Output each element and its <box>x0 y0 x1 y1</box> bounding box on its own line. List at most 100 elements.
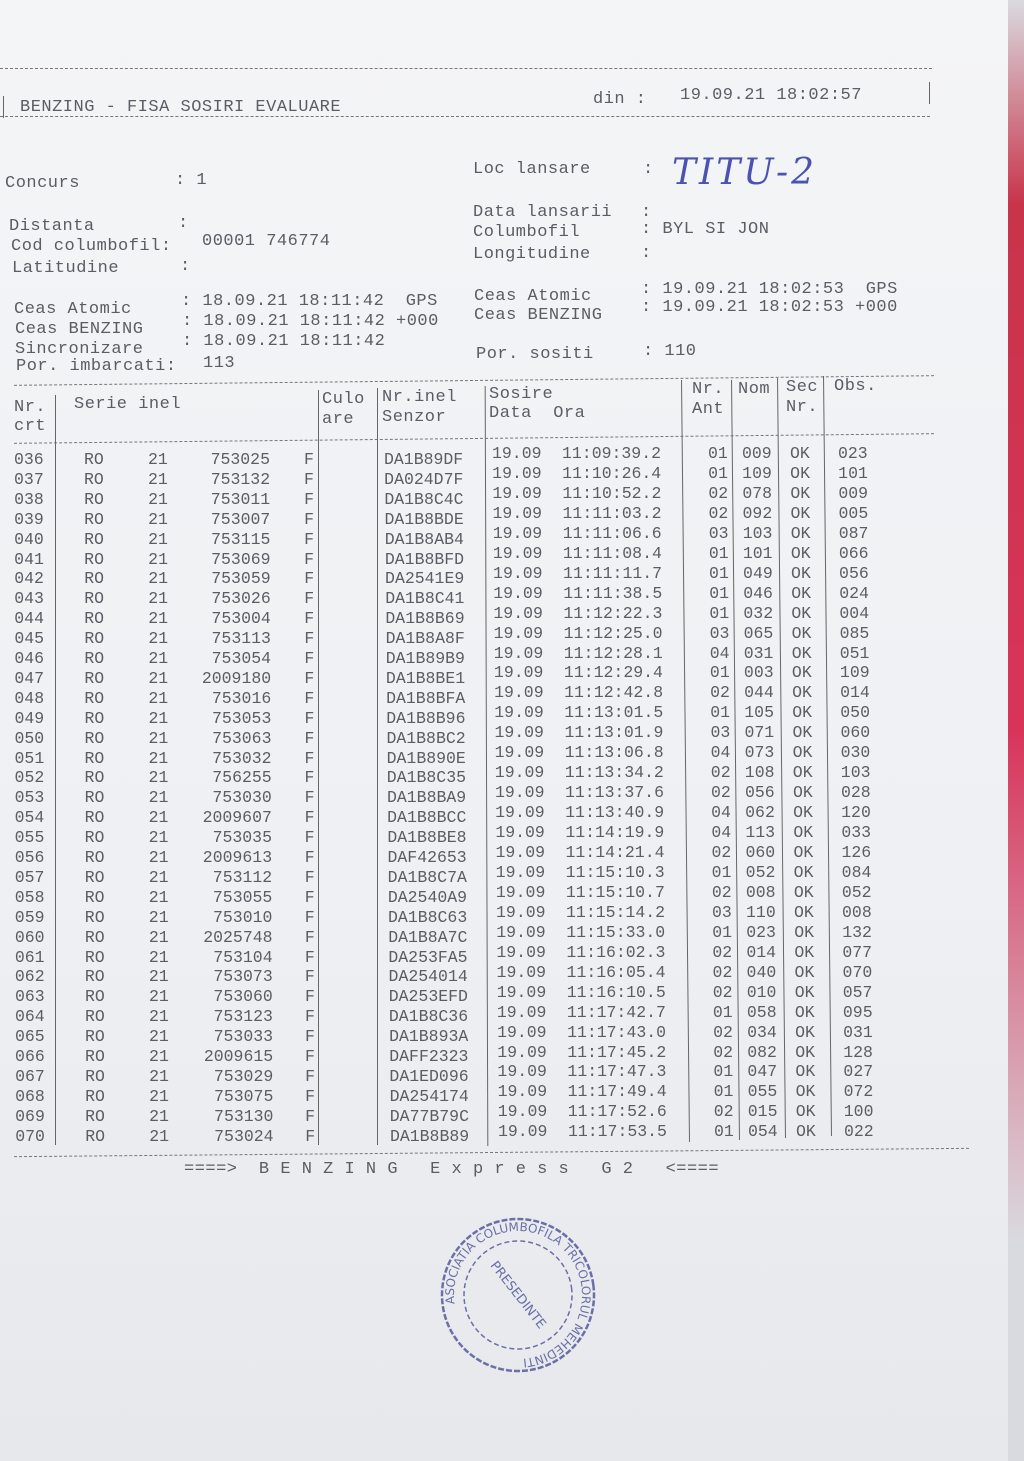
arrival-time: 11:11:08.4 <box>562 543 662 563</box>
sex: F <box>305 1126 316 1146</box>
nom: 071 <box>744 723 775 743</box>
row-number: 036 <box>14 450 44 469</box>
year: 21 <box>148 867 169 887</box>
row-number: 040 <box>14 529 44 549</box>
year: 21 <box>148 509 168 529</box>
table-row: 051 RO 21 753032 F DA1B890E 19.09 11:13:06.8 04 0… <box>0 743 1000 769</box>
country: RO <box>84 469 104 489</box>
column-divider <box>55 395 56 1145</box>
year: 21 <box>148 728 169 748</box>
year: 21 <box>148 788 169 808</box>
arrival-time: 11:15:33.0 <box>566 922 666 942</box>
country: RO <box>84 609 105 629</box>
arrival-time: 11:16:02.3 <box>566 942 666 962</box>
arrival-time: 11:11:06.6 <box>562 523 662 543</box>
sensor-id: DA1B8BE1 <box>385 668 466 688</box>
row-number: 068 <box>15 1086 45 1106</box>
country: RO <box>84 768 105 788</box>
row-number: 069 <box>15 1106 45 1126</box>
sec-status: OK <box>791 623 812 643</box>
sex: F <box>304 808 315 828</box>
loc-lansare-handwritten: TITU-2 <box>672 152 818 193</box>
year: 21 <box>148 688 169 708</box>
ring-number: 753123 <box>213 1007 273 1027</box>
table-row: 067 RO 21 753029 F DA1ED096 19.09 11:17:47.3 01 0… <box>0 1062 1000 1087</box>
obs: 126 <box>841 843 872 862</box>
table-row: 059 RO 21 753010 F DA1B8C63 19.09 11:15:14.2 03 1… <box>0 903 1000 928</box>
table-row: 069 RO 21 753130 F DA77B79C 19.09 11:17:52.6 02 0… <box>0 1102 1000 1127</box>
sec-status: OK <box>790 523 811 543</box>
sensor-id: DA1ED096 <box>389 1066 469 1086</box>
sec-status: OK <box>794 942 815 962</box>
nom: 009 <box>742 444 772 463</box>
arrival-date: 19.09 <box>493 583 543 603</box>
row-number: 054 <box>14 808 45 828</box>
arrival-date: 19.09 <box>495 882 546 902</box>
arrival-time: 11:16:05.4 <box>566 962 666 982</box>
ant-number: 04 <box>709 643 730 663</box>
table-row: 061 RO 21 753104 F DA253FA5 19.09 11:16:02.3 02 0… <box>0 943 1000 968</box>
sex: F <box>304 649 315 668</box>
nom: 108 <box>744 763 775 783</box>
nom: 065 <box>743 623 774 643</box>
sensor-id: DA1B8BE8 <box>387 828 467 848</box>
sec-status: OK <box>791 643 812 663</box>
stamp-seal: ASOCIATIA COLUMBOFILA TRICOLORUL MEHEDIN… <box>433 1210 603 1380</box>
sensor-id: DA024D7F <box>384 469 464 489</box>
sec-status: OK <box>794 1002 815 1022</box>
year: 21 <box>148 1007 169 1027</box>
table-row: 039 RO 21 753007 F DA1B8BDE 19.09 11:11:03.2 02 0… <box>0 504 1000 530</box>
ring-number: 753016 <box>211 688 272 708</box>
col-header-culo: Culo <box>322 390 365 409</box>
obs: 031 <box>843 1022 873 1042</box>
sensor-id: DA1B890E <box>386 748 466 768</box>
ring-number: 2009607 <box>202 808 272 828</box>
sex: F <box>304 927 315 947</box>
obs: 052 <box>841 882 872 902</box>
nom: 103 <box>742 523 773 543</box>
country: RO <box>84 967 105 987</box>
sec-status: OK <box>794 922 814 942</box>
arrival-date: 19.09 <box>492 483 542 503</box>
row-number: 038 <box>14 489 44 509</box>
country: RO <box>84 489 104 509</box>
footer-banner: ====> B E N Z I N G E x p r e s s G 2 <=… <box>184 1160 720 1179</box>
arrival-date: 19.09 <box>492 444 542 463</box>
country: RO <box>84 569 105 589</box>
concurs-label: Concurs <box>5 174 80 193</box>
year: 21 <box>148 549 168 569</box>
arrival-date: 19.09 <box>495 843 546 862</box>
ring-number: 753115 <box>211 529 271 549</box>
ant-number: 01 <box>708 444 728 463</box>
year: 21 <box>148 708 169 728</box>
cod-columbofil-label: Cod columbofil: <box>11 237 172 256</box>
obs: 087 <box>838 523 869 543</box>
country: RO <box>84 708 105 728</box>
sex: F <box>304 668 315 688</box>
nom: 044 <box>744 683 774 703</box>
year: 21 <box>149 1027 169 1047</box>
ant-number: 02 <box>712 942 733 962</box>
ceas-benzing-end-label: Ceas BENZING <box>474 306 603 325</box>
ant-number: 01 <box>708 463 728 483</box>
table-row: 055 RO 21 753035 F DA1B8BE8 19.09 11:14:19.9 04 1… <box>0 823 1000 848</box>
divider <box>0 116 930 117</box>
table-row: 046 RO 21 753054 F DA1B89B9 19.09 11:12:28.1 04 0… <box>0 644 1000 669</box>
ceas-benzing-start-label: Ceas BENZING <box>15 320 144 339</box>
ceas-atomic-end-value: : 19.09.21 18:02:53 GPS <box>641 280 898 299</box>
obs: 023 <box>838 444 868 463</box>
arrival-date: 19.09 <box>497 1102 548 1122</box>
sec-status: OK <box>792 703 813 723</box>
sec-status: OK <box>795 1022 815 1042</box>
ring-number: 753011 <box>210 489 271 509</box>
nom: 073 <box>744 743 775 763</box>
year: 21 <box>148 947 169 967</box>
arrival-date: 19.09 <box>495 862 546 882</box>
table-row: 057 RO 21 753112 F DA1B8C7A 19.09 11:15:10.3 01 0… <box>0 863 1000 888</box>
obs: 132 <box>842 922 872 942</box>
sensor-id: DA1B8B96 <box>386 708 466 728</box>
year: 21 <box>148 967 169 987</box>
ring-number: 2009615 <box>203 1047 274 1066</box>
year: 21 <box>148 649 169 668</box>
